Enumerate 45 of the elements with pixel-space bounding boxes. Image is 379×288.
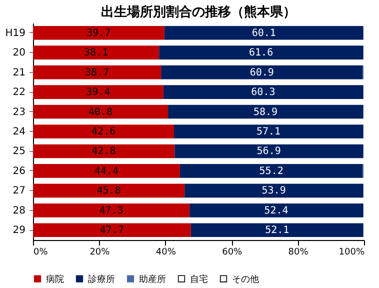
legend-label: 診療所 [88, 274, 115, 285]
data-label: 56.9 [256, 146, 281, 158]
data-label: 39.7 [86, 28, 111, 39]
legend-label: その他 [232, 274, 259, 285]
y-tick-label: 24 [12, 126, 26, 138]
x-tick-label: 20% [90, 248, 110, 258]
data-label: 47.7 [100, 225, 124, 236]
y-tick-label: 20 [12, 48, 26, 59]
chart-title: 出生場所別割合の推移（熊本県） [101, 4, 296, 20]
y-tick-label: 23 [12, 106, 26, 118]
data-label: 52.1 [265, 225, 290, 236]
data-label: 60.9 [250, 67, 274, 78]
x-tick-label: 0% [34, 248, 48, 258]
x-tick-label: 40% [156, 248, 176, 258]
data-label: 42.8 [92, 146, 116, 158]
y-tick-label: 28 [12, 205, 26, 216]
x-tick-label: 100% [338, 248, 365, 258]
data-label: 53.9 [262, 186, 286, 197]
y-tick-label: 25 [12, 146, 26, 158]
data-label: 60.1 [252, 28, 276, 39]
data-label: 52.4 [264, 205, 288, 216]
data-label: 60.3 [251, 87, 276, 98]
data-label: 58.9 [253, 106, 278, 118]
x-tick-label: 60% [222, 248, 243, 258]
y-tick-label: 22 [12, 87, 26, 98]
y-tick-label: 21 [12, 67, 26, 78]
data-label: 38.1 [84, 48, 108, 59]
legend-label: 自宅 [190, 274, 208, 285]
y-tick-label: 27 [12, 186, 26, 197]
y-tick-label: H19 [5, 28, 26, 39]
legend-label: 病院 [46, 274, 64, 285]
y-tick-label: 26 [12, 166, 26, 177]
legend-label: 助産所 [139, 274, 166, 285]
data-label: 38.7 [85, 67, 110, 78]
data-label: 45.8 [96, 186, 121, 197]
data-label: 47.3 [99, 205, 124, 216]
data-label: 55.2 [259, 166, 284, 177]
data-label: 40.8 [88, 106, 113, 118]
data-label: 39.4 [86, 87, 110, 98]
x-tick-label: 80% [288, 248, 309, 258]
data-label: 57.1 [256, 126, 281, 138]
data-label: 44.4 [94, 166, 119, 177]
data-label: 61.6 [249, 48, 274, 59]
y-tick-label: 29 [12, 225, 26, 236]
data-label: 42.6 [91, 126, 116, 138]
